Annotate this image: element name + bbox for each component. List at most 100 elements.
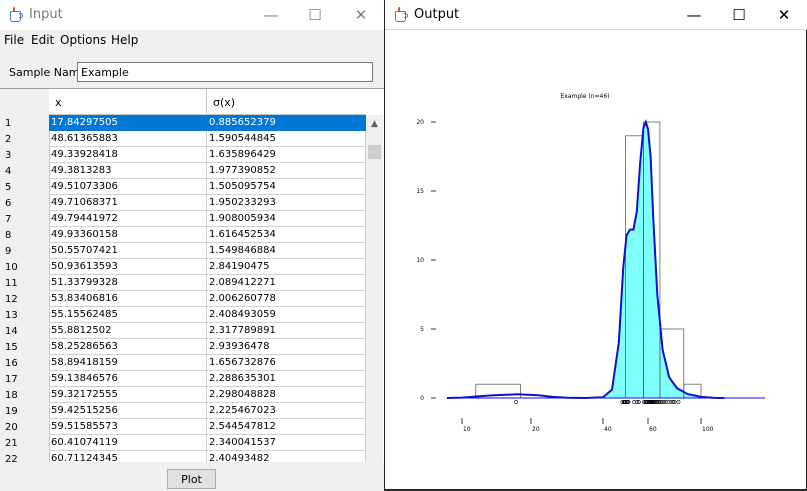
table-cell-x[interactable]: 55.8812502 <box>49 323 207 339</box>
row-number[interactable]: 15 <box>0 339 49 355</box>
table-cell-sigma[interactable]: 2.408493059 <box>207 307 366 323</box>
row-number[interactable]: 18 <box>0 387 49 403</box>
minimize-button[interactable]: — <box>686 6 702 24</box>
table-cell-sigma[interactable]: 2.006260778 <box>207 291 366 307</box>
table-cell-x[interactable]: 49.93360158 <box>49 227 207 243</box>
table-cell-x[interactable]: 59.32172555 <box>49 387 207 403</box>
menu-help[interactable]: Help <box>111 33 139 47</box>
maximize-button[interactable]: ☐ <box>308 6 322 24</box>
rug-point <box>672 400 677 404</box>
menu-file[interactable]: File <box>4 33 25 47</box>
table-cell-x[interactable]: 49.51073306 <box>49 179 207 195</box>
row-number[interactable]: 2 <box>0 131 49 147</box>
row-number-label: 8 <box>5 230 12 241</box>
row-number[interactable]: 3 <box>0 147 49 163</box>
table-cell-sigma[interactable]: 1.590544845 <box>207 131 366 147</box>
table-cell-sigma[interactable]: 1.950233293 <box>207 195 366 211</box>
rug-point <box>654 400 659 404</box>
cell-text: 53.83406816 <box>51 293 118 304</box>
close-button[interactable]: ✕ <box>777 6 791 24</box>
table-cell-x[interactable]: 49.79441972 <box>49 211 207 227</box>
table-cell-sigma[interactable]: 2.317789891 <box>207 323 366 339</box>
table-cell-sigma[interactable]: 1.505095754 <box>207 179 366 195</box>
row-number[interactable]: 22 <box>0 451 49 462</box>
table-cell-sigma[interactable]: 1.977390852 <box>207 163 366 179</box>
sample-name-input[interactable] <box>77 62 373 82</box>
table-cell-sigma[interactable]: 2.288635301 <box>207 371 366 387</box>
row-number[interactable]: 12 <box>0 291 49 307</box>
row-number[interactable]: 14 <box>0 323 49 339</box>
table-cell-x[interactable]: 49.33928418 <box>49 147 207 163</box>
row-number[interactable]: 13 <box>0 307 49 323</box>
table-cell-x[interactable]: 50.93613593 <box>49 259 207 275</box>
table-cell-sigma[interactable]: 2.544547812 <box>207 419 366 435</box>
table-cell-sigma[interactable]: 2.93936478 <box>207 339 366 355</box>
table-cell-x[interactable]: 50.55707421 <box>49 243 207 259</box>
cell-text: 58.89418159 <box>51 357 118 368</box>
table-cell-sigma[interactable]: 2.298048828 <box>207 387 366 403</box>
table-cell-x[interactable]: 59.51585573 <box>49 419 207 435</box>
row-number[interactable]: 7 <box>0 211 49 227</box>
table-cell-x[interactable]: 49.3813283 <box>49 163 207 179</box>
input-titlebar[interactable]: Input — ☐ ✕ <box>0 0 384 30</box>
vertical-scrollbar[interactable]: ▲ ▼ <box>366 115 383 462</box>
row-number[interactable]: 11 <box>0 275 49 291</box>
table-cell-sigma[interactable]: 1.908005934 <box>207 211 366 227</box>
rug-point <box>635 400 640 404</box>
menu-edit[interactable]: Edit <box>31 33 55 47</box>
cell-text: 50.93613593 <box>51 261 118 272</box>
table-cell-sigma[interactable]: 0.885652379 <box>207 115 366 131</box>
window-border <box>385 489 807 491</box>
table-cell-x[interactable]: 55.15562485 <box>49 307 207 323</box>
row-number[interactable]: 21 <box>0 435 49 451</box>
table-cell-sigma[interactable]: 1.656732876 <box>207 355 366 371</box>
table-cell-x[interactable]: 48.61365883 <box>49 131 207 147</box>
table-cell-x[interactable]: 17.84297505 <box>49 115 207 131</box>
cell-text: 2.288635301 <box>209 373 276 384</box>
table-cell-x[interactable]: 51.33799328 <box>49 275 207 291</box>
table-cell-x[interactable]: 59.42515256 <box>49 403 207 419</box>
row-number-label: 21 <box>5 438 18 449</box>
column-header-sigma[interactable]: σ(x) <box>207 89 366 115</box>
scroll-up-icon[interactable]: ▲ <box>371 118 378 129</box>
row-number[interactable]: 8 <box>0 227 49 243</box>
row-number-label: 19 <box>5 406 18 417</box>
table-cell-x[interactable]: 60.71124345 <box>49 451 207 462</box>
scroll-thumb[interactable] <box>368 145 381 159</box>
plot-button[interactable]: Plot <box>167 469 216 489</box>
row-number[interactable]: 4 <box>0 163 49 179</box>
table-cell-x[interactable]: 53.83406816 <box>49 291 207 307</box>
table-cell-sigma[interactable]: 2.84190475 <box>207 259 366 275</box>
table-cell-sigma[interactable]: 2.089412271 <box>207 275 366 291</box>
row-number[interactable]: 17 <box>0 371 49 387</box>
table-cell-x[interactable]: 49.71068371 <box>49 195 207 211</box>
table-cell-x[interactable]: 60.41074119 <box>49 435 207 451</box>
java-cup-icon <box>393 7 409 23</box>
table-cell-x[interactable]: 59.13846576 <box>49 371 207 387</box>
table-cell-sigma[interactable]: 1.549846884 <box>207 243 366 259</box>
table-cell-sigma[interactable]: 1.616452534 <box>207 227 366 243</box>
row-number-label: 12 <box>5 294 18 305</box>
cell-text: 1.908005934 <box>209 213 276 224</box>
menu-options[interactable]: Options <box>60 33 107 47</box>
minimize-button[interactable]: — <box>263 6 279 24</box>
output-titlebar[interactable]: Output — ☐ ✕ <box>385 0 807 30</box>
table-cell-sigma[interactable]: 2.40493482 <box>207 451 366 462</box>
row-number[interactable]: 10 <box>0 259 49 275</box>
close-button[interactable]: ✕ <box>354 6 368 24</box>
table-cell-sigma[interactable]: 2.340041537 <box>207 435 366 451</box>
row-number[interactable]: 20 <box>0 419 49 435</box>
column-header-x[interactable]: x <box>49 89 207 115</box>
row-number[interactable]: 16 <box>0 355 49 371</box>
cell-text: 60.71124345 <box>51 453 118 462</box>
row-number[interactable]: 1 <box>0 115 49 131</box>
table-cell-sigma[interactable]: 2.225467023 <box>207 403 366 419</box>
table-cell-sigma[interactable]: 1.635896429 <box>207 147 366 163</box>
row-number[interactable]: 6 <box>0 195 49 211</box>
row-number[interactable]: 5 <box>0 179 49 195</box>
row-number[interactable]: 19 <box>0 403 49 419</box>
maximize-button[interactable]: ☐ <box>732 6 746 24</box>
table-cell-x[interactable]: 58.25286563 <box>49 339 207 355</box>
row-number[interactable]: 9 <box>0 243 49 259</box>
table-cell-x[interactable]: 58.89418159 <box>49 355 207 371</box>
